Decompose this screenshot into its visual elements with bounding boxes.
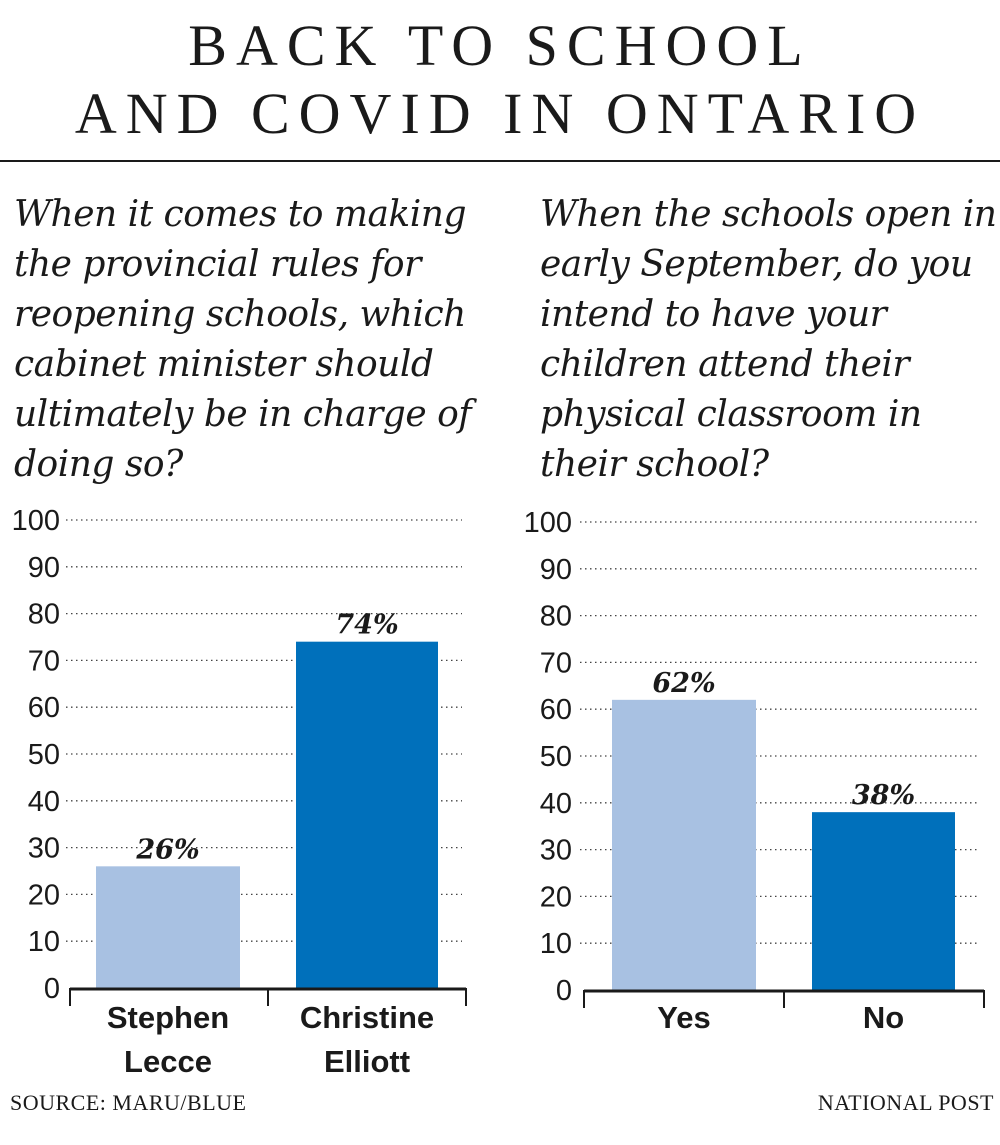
left-ytick-80: 80 [28,599,60,631]
left-ytick-40: 40 [28,786,60,818]
title-line-2: AND COVID IN ONTARIO [74,81,926,146]
left-ytick-20: 20 [28,879,60,911]
right-ytick-20: 20 [540,881,572,913]
right-ytick-0: 0 [556,975,572,1007]
right-bar-2 [812,812,955,990]
title-divider [0,160,1000,162]
left-ytick-70: 70 [28,645,60,677]
left-ytick-30: 30 [28,833,60,865]
right-ytick-100: 100 [524,507,572,539]
chart-title: BACK TO SCHOOL AND COVID IN ONTARIO [0,12,1000,148]
left-chart-question: When it comes to making the provincial r… [14,194,472,485]
title-line-1: BACK TO SCHOOL [188,13,812,78]
left-data-label-1: 26% [135,834,199,865]
left-category-label-1-line-2: Lecce [124,1044,212,1079]
left-ytick-100: 100 [12,505,60,537]
source-note: SOURCE: MARU/BLUE [10,1090,247,1115]
right-chart-question: When the schools open in early September… [540,194,997,485]
right-category-label-2-line-1: No [863,1000,904,1035]
left-bar-1 [96,866,240,988]
right-ytick-10: 10 [540,928,572,960]
left-bar-2 [296,641,438,988]
left-data-label-2: 74% [335,610,398,641]
right-ytick-30: 30 [540,835,572,867]
right-ytick-60: 60 [540,694,572,726]
left-ytick-60: 60 [28,692,60,724]
right-bar-1 [612,699,756,990]
publisher-credit: NATIONAL POST [817,1090,994,1115]
left-ytick-10: 10 [28,926,60,958]
right-data-label-1: 62% [652,668,715,699]
right-ytick-90: 90 [540,554,572,586]
right-ytick-70: 70 [540,647,572,679]
right-ytick-50: 50 [540,741,572,773]
left-category-label-2-line-2: Elliott [324,1044,410,1079]
left-category-label-1-line-1: Stephen [107,1000,229,1035]
right-ytick-80: 80 [540,601,572,633]
left-ytick-0: 0 [44,973,60,1005]
right-category-label-1-line-1: Yes [657,1000,710,1035]
right-ytick-40: 40 [540,788,572,820]
right-data-label-2: 38% [852,780,915,811]
left-category-label-2-line-1: Christine [300,1000,434,1035]
left-ytick-90: 90 [28,552,60,584]
left-ytick-50: 50 [28,739,60,771]
